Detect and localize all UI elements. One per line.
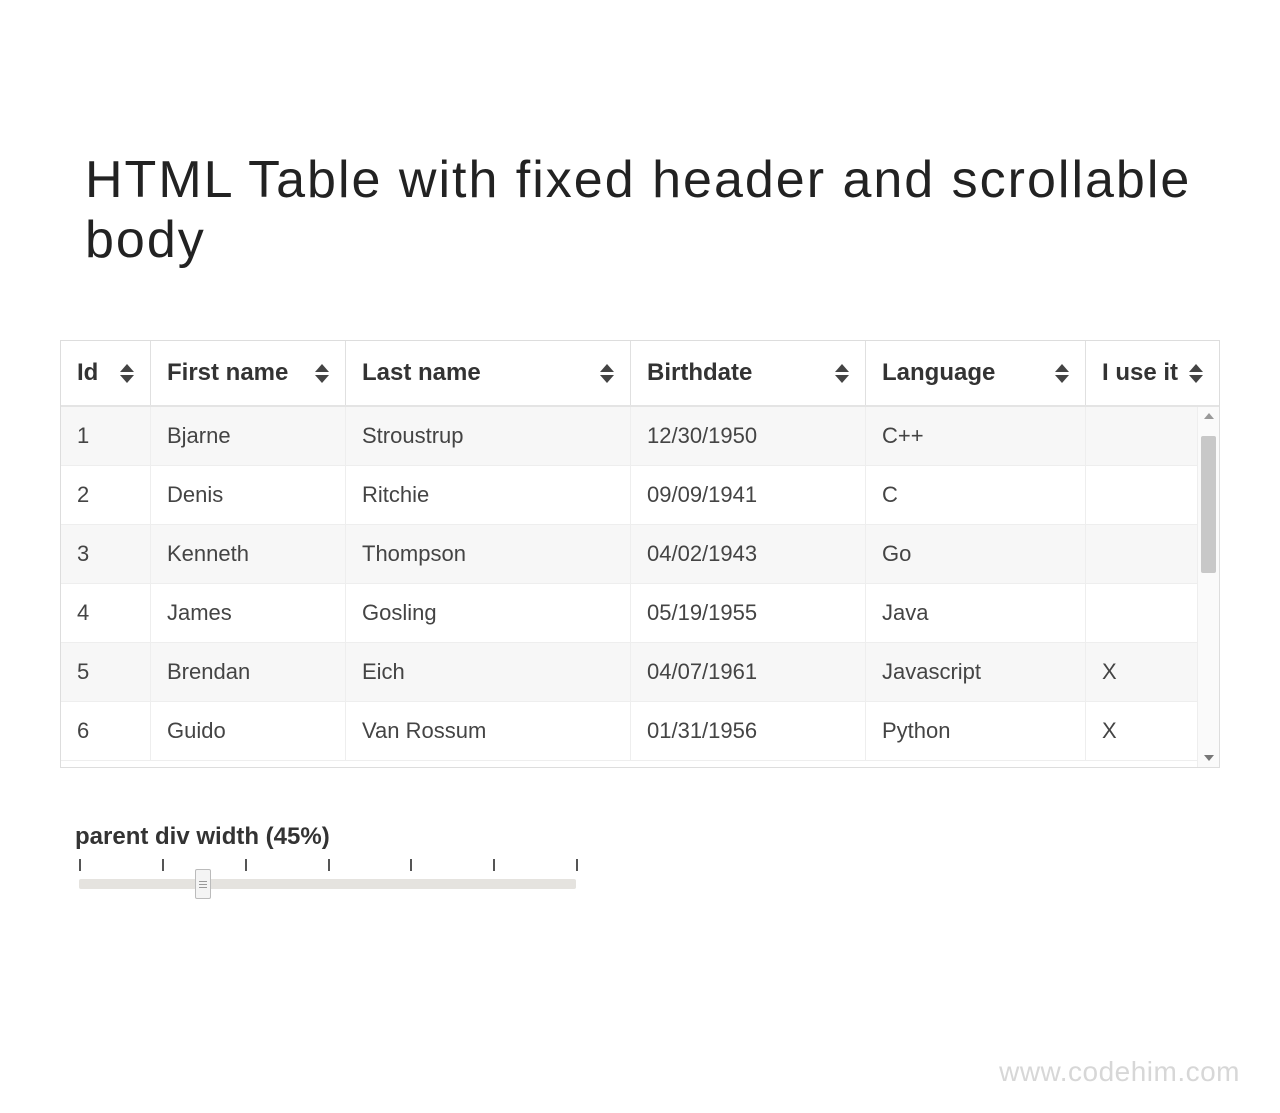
cell-birthdate: 04/07/1961 <box>631 643 866 701</box>
cell-i-use-it: X <box>1086 643 1197 701</box>
scrollbar-thumb[interactable] <box>1201 436 1216 573</box>
table-rows: 1 Bjarne Stroustrup 12/30/1950 C++ 2 Den… <box>61 407 1197 767</box>
cell-first-name: Denis <box>151 466 346 524</box>
slider-tick <box>79 859 81 871</box>
cell-birthdate: 09/09/1941 <box>631 466 866 524</box>
column-label: Birthdate <box>647 359 752 387</box>
slider-tick <box>328 859 330 871</box>
cell-last-name: Thompson <box>346 525 631 583</box>
cell-i-use-it <box>1086 584 1197 642</box>
slider-label-suffix: %) <box>300 823 329 850</box>
column-header-id[interactable]: Id <box>61 341 151 405</box>
slider-track[interactable] <box>79 879 576 889</box>
sort-icon[interactable] <box>315 364 329 383</box>
cell-last-name: Ritchie <box>346 466 631 524</box>
cell-last-name: Stroustrup <box>346 407 631 465</box>
cell-language: Go <box>866 525 1086 583</box>
slider-ticks <box>79 859 576 873</box>
column-label: First name <box>167 359 288 387</box>
sort-icon[interactable] <box>835 364 849 383</box>
sort-icon[interactable] <box>1055 364 1069 383</box>
cell-birthdate: 12/30/1950 <box>631 407 866 465</box>
cell-last-name: Eich <box>346 643 631 701</box>
data-table: Id First name Last name Birthdate Langua… <box>60 340 1220 768</box>
vertical-scrollbar[interactable] <box>1197 407 1219 767</box>
watermark: www.codehim.com <box>999 1056 1240 1088</box>
slider-handle[interactable] <box>195 869 211 899</box>
column-label: Last name <box>362 359 481 387</box>
table-header-row: Id First name Last name Birthdate Langua… <box>61 341 1219 407</box>
column-label: I use it <box>1102 359 1178 387</box>
cell-first-name: Bjarne <box>151 407 346 465</box>
cell-last-name: Van Rossum <box>346 702 631 760</box>
table-row: 4 James Gosling 05/19/1955 Java <box>61 584 1197 643</box>
slider-tick <box>576 859 578 871</box>
cell-language: Java <box>866 584 1086 642</box>
column-label: Language <box>882 359 995 387</box>
table-row: 6 Guido Van Rossum 01/31/1956 Python X <box>61 702 1197 761</box>
cell-birthdate: 05/19/1955 <box>631 584 866 642</box>
cell-first-name: Guido <box>151 702 346 760</box>
cell-id: 1 <box>61 407 151 465</box>
cell-language: Python <box>866 702 1086 760</box>
slider-label-prefix: parent div width ( <box>75 823 274 850</box>
cell-i-use-it <box>1086 466 1197 524</box>
sort-icon[interactable] <box>1189 364 1203 383</box>
page-title: HTML Table with fixed header and scrolla… <box>85 150 1280 270</box>
cell-last-name: Gosling <box>346 584 631 642</box>
column-header-last-name[interactable]: Last name <box>346 341 631 405</box>
column-label: Id <box>77 359 98 387</box>
sort-icon[interactable] <box>120 364 134 383</box>
slider-tick <box>493 859 495 871</box>
table-row: 1 Bjarne Stroustrup 12/30/1950 C++ <box>61 407 1197 466</box>
cell-birthdate: 04/02/1943 <box>631 525 866 583</box>
cell-birthdate: 01/31/1956 <box>631 702 866 760</box>
cell-id: 6 <box>61 702 151 760</box>
slider-tick <box>162 859 164 871</box>
column-header-first-name[interactable]: First name <box>151 341 346 405</box>
sort-icon[interactable] <box>600 364 614 383</box>
cell-language: Javascript <box>866 643 1086 701</box>
column-header-i-use-it[interactable]: I use it <box>1086 341 1219 405</box>
table-body: 1 Bjarne Stroustrup 12/30/1950 C++ 2 Den… <box>61 407 1219 767</box>
slider-tick <box>245 859 247 871</box>
cell-first-name: Kenneth <box>151 525 346 583</box>
width-slider-section: parent div width (45%) <box>75 823 580 889</box>
cell-id: 4 <box>61 584 151 642</box>
cell-first-name: Brendan <box>151 643 346 701</box>
slider-label: parent div width (45%) <box>75 823 580 851</box>
slider-value: 45 <box>274 823 301 850</box>
cell-id: 2 <box>61 466 151 524</box>
scroll-up-icon[interactable] <box>1204 413 1214 419</box>
cell-id: 5 <box>61 643 151 701</box>
cell-language: C <box>866 466 1086 524</box>
scroll-down-icon[interactable] <box>1204 755 1214 761</box>
cell-first-name: James <box>151 584 346 642</box>
cell-i-use-it: X <box>1086 702 1197 760</box>
table-row: 2 Denis Ritchie 09/09/1941 C <box>61 466 1197 525</box>
table-row: 3 Kenneth Thompson 04/02/1943 Go <box>61 525 1197 584</box>
slider-tick <box>410 859 412 871</box>
cell-id: 3 <box>61 525 151 583</box>
column-header-language[interactable]: Language <box>866 341 1086 405</box>
table-row: 5 Brendan Eich 04/07/1961 Javascript X <box>61 643 1197 702</box>
cell-language: C++ <box>866 407 1086 465</box>
column-header-birthdate[interactable]: Birthdate <box>631 341 866 405</box>
cell-i-use-it <box>1086 407 1197 465</box>
cell-i-use-it <box>1086 525 1197 583</box>
